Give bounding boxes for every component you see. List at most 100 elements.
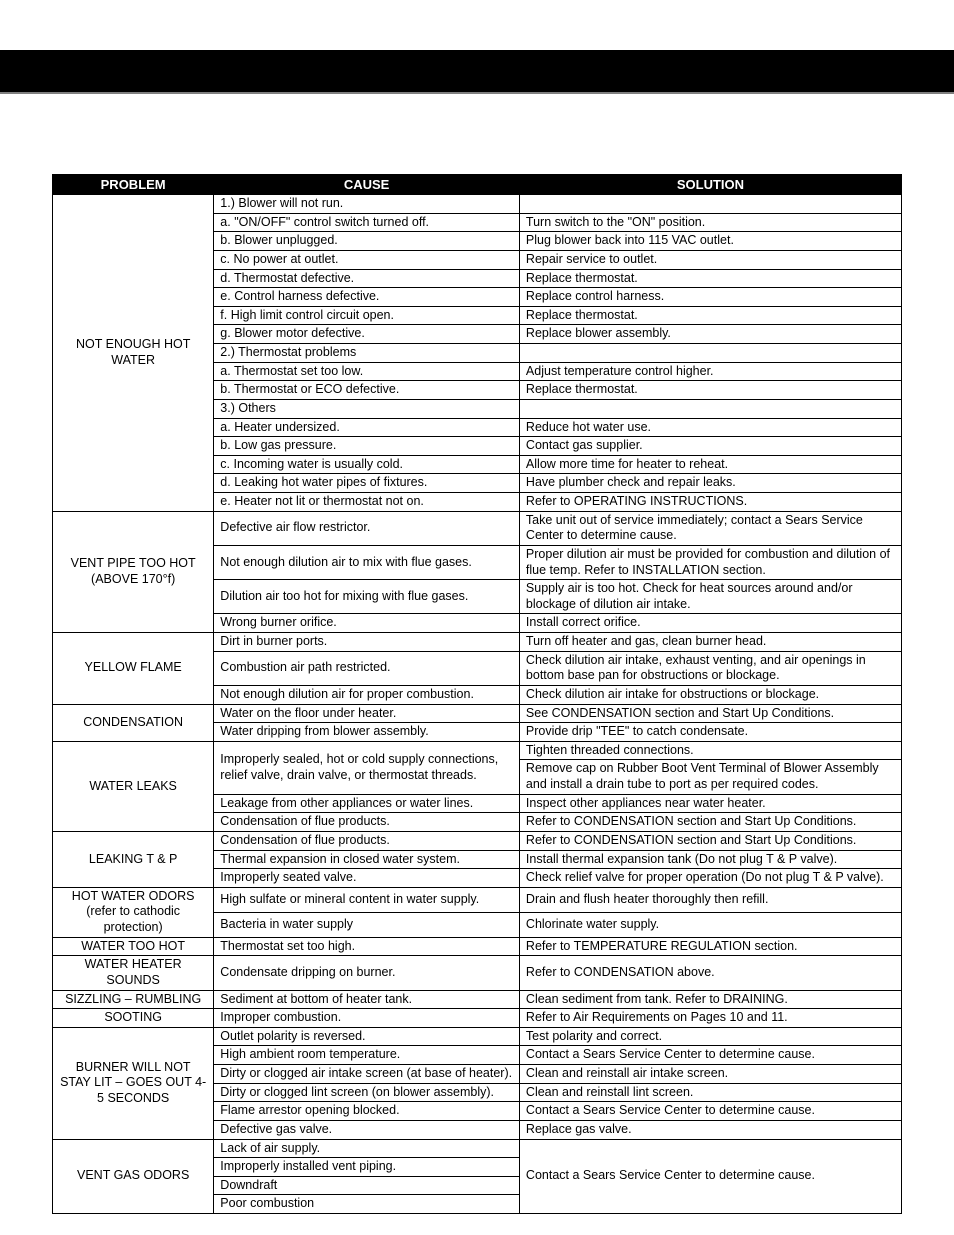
cause-cell: Poor combustion (214, 1195, 520, 1214)
cause-cell: d. Thermostat defective. (214, 269, 520, 288)
solution-cell: Turn off heater and gas, clean burner he… (519, 633, 901, 652)
solution-cell: Drain and flush heater thoroughly then r… (519, 887, 901, 912)
cause-cell: 3.) Others (214, 399, 520, 418)
solution-cell: Repair service to outlet. (519, 250, 901, 269)
cause-cell: Flame arrestor opening blocked. (214, 1102, 520, 1121)
solution-cell: Supply air is too hot. Check for heat so… (519, 580, 901, 614)
troubleshooting-table-wrap: PROBLEM CAUSE SOLUTION NOT ENOUGH HOT WA… (0, 94, 954, 1214)
problem-not-enough-hot-water: NOT ENOUGH HOT WATER (53, 195, 214, 512)
solution-cell: Refer to CONDENSATION above. (519, 956, 901, 990)
solution-cell: Refer to CONDENSATION section and Start … (519, 831, 901, 850)
cause-cell: Thermostat set too high. (214, 937, 520, 956)
solution-cell: Check relief valve for proper operation … (519, 869, 901, 888)
cause-cell: Water on the floor under heater. (214, 704, 520, 723)
solution-cell (519, 344, 901, 363)
solution-cell (519, 399, 901, 418)
cause-cell: a. Heater undersized. (214, 418, 520, 437)
solution-cell: Replace thermostat. (519, 269, 901, 288)
page: PROBLEM CAUSE SOLUTION NOT ENOUGH HOT WA… (0, 50, 954, 1214)
cause-cell: Sediment at bottom of heater tank. (214, 990, 520, 1009)
solution-cell: Contact gas supplier. (519, 437, 901, 456)
solution-cell: Test polarity and correct. (519, 1027, 901, 1046)
header-black-bar (0, 50, 954, 92)
cause-cell: Combustion air path restricted. (214, 651, 520, 685)
cause-cell: e. Heater not lit or thermostat not on. (214, 493, 520, 512)
problem-yellow-flame: YELLOW FLAME (53, 633, 214, 705)
solution-cell: Clean sediment from tank. Refer to DRAIN… (519, 990, 901, 1009)
cause-cell: f. High limit control circuit open. (214, 306, 520, 325)
solution-cell: See CONDENSATION section and Start Up Co… (519, 704, 901, 723)
cause-cell: b. Thermostat or ECO defective. (214, 381, 520, 400)
solution-cell: Clean and reinstall lint screen. (519, 1083, 901, 1102)
cause-cell: High ambient room temperature. (214, 1046, 520, 1065)
solution-cell: Contact a Sears Service Center to determ… (519, 1139, 901, 1214)
solution-cell: Turn switch to the "ON" position. (519, 213, 901, 232)
solution-cell (519, 195, 901, 214)
solution-cell: Refer to TEMPERATURE REGULATION section. (519, 937, 901, 956)
problem-water-too-hot: WATER TOO HOT (53, 937, 214, 956)
solution-cell: Contact a Sears Service Center to determ… (519, 1046, 901, 1065)
solution-cell: Plug blower back into 115 VAC outlet. (519, 232, 901, 251)
problem-condensation: CONDENSATION (53, 704, 214, 741)
cause-cell: Condensate dripping on burner. (214, 956, 520, 990)
header-solution: SOLUTION (519, 175, 901, 195)
problem-sizzling-rumbling: SIZZLING – RUMBLING (53, 990, 214, 1009)
solution-cell: Install thermal expansion tank (Do not p… (519, 850, 901, 869)
solution-cell: Take unit out of service immediately; co… (519, 511, 901, 545)
problem-leaking-t-and-p: LEAKING T & P (53, 831, 214, 887)
cause-cell: d. Leaking hot water pipes of fixtures. (214, 474, 520, 493)
cause-cell: c. No power at outlet. (214, 250, 520, 269)
cause-cell: c. Incoming water is usually cold. (214, 455, 520, 474)
cause-cell: 1.) Blower will not run. (214, 195, 520, 214)
solution-cell: Check dilution air intake, exhaust venti… (519, 651, 901, 685)
cause-cell: Condensation of flue products. (214, 813, 520, 832)
problem-water-leaks: WATER LEAKS (53, 741, 214, 831)
cause-cell: Thermal expansion in closed water system… (214, 850, 520, 869)
cause-cell: Wrong burner orifice. (214, 614, 520, 633)
cause-cell: Downdraft (214, 1176, 520, 1195)
cause-cell: Condensation of flue products. (214, 831, 520, 850)
cause-cell: Dirty or clogged air intake screen (at b… (214, 1065, 520, 1084)
cause-cell: Dilution air too hot for mixing with flu… (214, 580, 520, 614)
cause-cell: Leakage from other appliances or water l… (214, 794, 520, 813)
cause-cell: Improper combustion. (214, 1009, 520, 1028)
solution-cell: Contact a Sears Service Center to determ… (519, 1102, 901, 1121)
cause-cell: Lack of air supply. (214, 1139, 520, 1158)
cause-cell: Outlet polarity is reversed. (214, 1027, 520, 1046)
solution-cell: Provide drip "TEE" to catch condensate. (519, 723, 901, 742)
cause-cell: Defective gas valve. (214, 1120, 520, 1139)
solution-cell: Refer to Air Requirements on Pages 10 an… (519, 1009, 901, 1028)
problem-sooting: SOOTING (53, 1009, 214, 1028)
cause-cell: Improperly sealed, hot or cold supply co… (214, 741, 520, 794)
cause-cell: g. Blower motor defective. (214, 325, 520, 344)
cause-cell: Not enough dilution air for proper combu… (214, 685, 520, 704)
cause-cell: 2.) Thermostat problems (214, 344, 520, 363)
solution-cell: Adjust temperature control higher. (519, 362, 901, 381)
solution-cell: Have plumber check and repair leaks. (519, 474, 901, 493)
solution-cell: Replace control harness. (519, 288, 901, 307)
problem-vent-pipe-too-hot: VENT PIPE TOO HOT (ABOVE 170°f) (53, 511, 214, 632)
troubleshooting-table: PROBLEM CAUSE SOLUTION NOT ENOUGH HOT WA… (52, 174, 902, 1214)
cause-cell: Defective air flow restrictor. (214, 511, 520, 545)
solution-cell: Replace gas valve. (519, 1120, 901, 1139)
solution-cell: Reduce hot water use. (519, 418, 901, 437)
cause-cell: High sulfate or mineral content in water… (214, 887, 520, 912)
cause-cell: b. Blower unplugged. (214, 232, 520, 251)
solution-cell: Install correct orifice. (519, 614, 901, 633)
solution-cell: Refer to CONDENSATION section and Start … (519, 813, 901, 832)
solution-cell: Refer to OPERATING INSTRUCTIONS. (519, 493, 901, 512)
cause-cell: e. Control harness defective. (214, 288, 520, 307)
cause-cell: a. "ON/OFF" control switch turned off. (214, 213, 520, 232)
cause-cell: b. Low gas pressure. (214, 437, 520, 456)
solution-cell: Tighten threaded connections. (519, 741, 901, 760)
cause-cell: Dirt in burner ports. (214, 633, 520, 652)
solution-cell: Proper dilution air must be provided for… (519, 545, 901, 579)
cause-cell: Dirty or clogged lint screen (on blower … (214, 1083, 520, 1102)
solution-cell: Replace thermostat. (519, 381, 901, 400)
cause-cell: Water dripping from blower assembly. (214, 723, 520, 742)
problem-vent-gas-odors: VENT GAS ODORS (53, 1139, 214, 1214)
cause-cell: Improperly seated valve. (214, 869, 520, 888)
solution-cell: Inspect other appliances near water heat… (519, 794, 901, 813)
cause-cell: Bacteria in water supply (214, 912, 520, 937)
solution-cell: Remove cap on Rubber Boot Vent Terminal … (519, 760, 901, 794)
